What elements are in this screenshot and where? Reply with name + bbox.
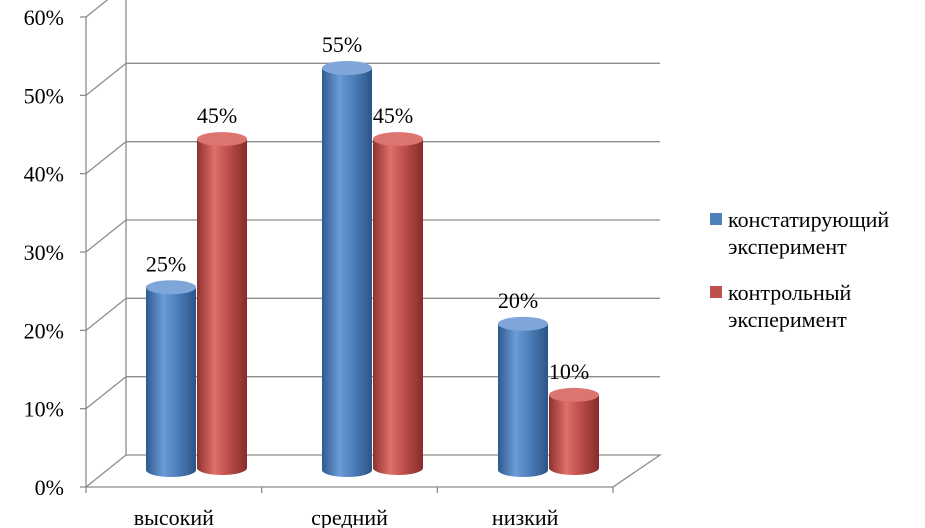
bar-body bbox=[498, 323, 548, 477]
bar-body bbox=[197, 139, 247, 475]
gridline-side bbox=[85, 376, 127, 410]
legend-item-series-1: констатирующий эксперимент bbox=[710, 206, 920, 260]
data-label: 10% bbox=[549, 359, 589, 384]
data-label: 25% bbox=[146, 251, 186, 276]
legend: констатирующий эксперимент контрольный э… bbox=[710, 206, 920, 352]
gridline-side bbox=[85, 297, 127, 331]
legend-swatch-blue bbox=[710, 213, 722, 225]
bar-blue bbox=[146, 280, 196, 477]
legend-item-series-2: контрольный эксперимент bbox=[710, 279, 920, 333]
bar-blue bbox=[322, 61, 372, 477]
bar-top bbox=[373, 132, 423, 147]
labels-layer: 0% 10% 20% 30% 40% 50% 60% высокий средний низкий… bbox=[24, 5, 589, 528]
bar-red bbox=[197, 132, 247, 475]
bar-red bbox=[549, 387, 599, 475]
data-label: 45% bbox=[373, 103, 413, 128]
x-category-label: средний bbox=[311, 505, 388, 528]
x-category-label: высокий bbox=[134, 505, 214, 528]
y-tick-label: 50% bbox=[24, 83, 64, 108]
legend-label-line2: эксперимент bbox=[728, 307, 847, 332]
legend-swatch-red bbox=[710, 286, 722, 298]
data-label: 20% bbox=[498, 288, 538, 313]
bar-red bbox=[373, 132, 423, 475]
y-tick-label: 0% bbox=[35, 475, 64, 500]
bar-body bbox=[549, 394, 599, 475]
gridline-side bbox=[85, 62, 127, 96]
bars-layer bbox=[146, 61, 599, 477]
bar-top bbox=[498, 316, 548, 331]
data-label: 55% bbox=[322, 32, 362, 57]
axis-layer bbox=[80, 0, 663, 493]
legend-label-line1: констатирующий bbox=[728, 207, 890, 232]
y-tick-label: 60% bbox=[24, 5, 64, 30]
bar-body bbox=[146, 287, 196, 477]
y-tick-label: 20% bbox=[24, 318, 64, 343]
bar-top bbox=[322, 61, 372, 75]
y-tick-label: 30% bbox=[24, 240, 64, 265]
bar-top bbox=[549, 387, 599, 402]
gridline-side bbox=[85, 141, 127, 175]
bar-body bbox=[322, 68, 372, 477]
gridline-side bbox=[85, 0, 109, 18]
legend-label-line1: контрольный bbox=[728, 280, 852, 305]
bar-body bbox=[373, 139, 423, 475]
y-tick-label: 40% bbox=[24, 162, 64, 187]
legend-label-line2: эксперимент bbox=[728, 234, 847, 259]
x-category-label: низкий bbox=[492, 505, 559, 528]
bar-top bbox=[146, 280, 196, 295]
gridline-side bbox=[85, 219, 127, 253]
bar-top bbox=[197, 132, 247, 147]
bar-blue bbox=[498, 316, 548, 477]
data-label: 45% bbox=[197, 103, 237, 128]
y-tick-label: 10% bbox=[24, 397, 64, 422]
